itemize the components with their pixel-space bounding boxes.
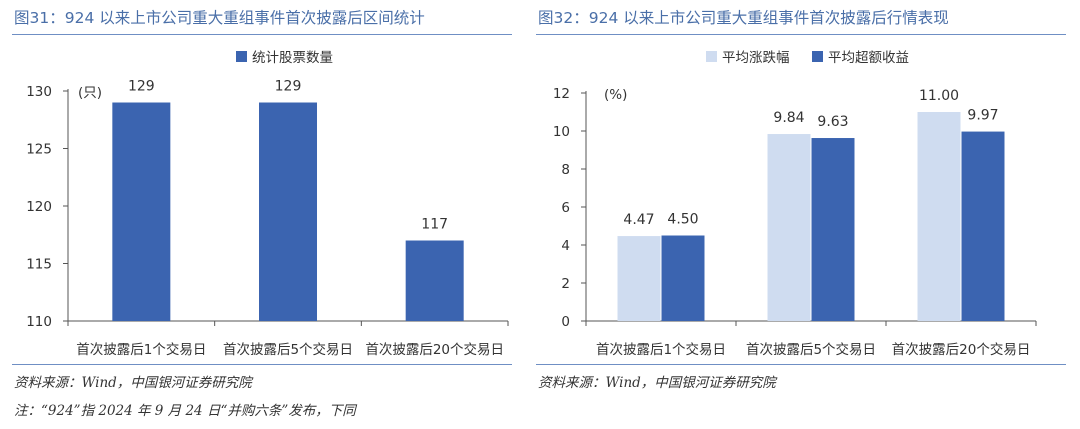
left-source-note: 资料来源：Wind，中国银河证券研究院 xyxy=(14,375,252,391)
left-bar xyxy=(259,102,318,321)
right-bar xyxy=(767,134,811,321)
left-chart-title: 图31：924 以来上市公司重大重组事件首次披露后区间统计 xyxy=(14,9,425,27)
left-bar-value-label: 129 xyxy=(128,79,155,95)
right-y-tick-label: 10 xyxy=(553,124,570,140)
right-x-category-label: 首次披露后20个交易日 xyxy=(892,341,1031,358)
right-bar xyxy=(917,112,961,321)
right-bar-value-label: 4.47 xyxy=(623,212,654,228)
right-title-rule xyxy=(536,34,1066,35)
left-x-category-label: 首次披露后20个交易日 xyxy=(365,341,504,358)
left-y-tick-label: 115 xyxy=(26,257,52,273)
right-legend-label: 平均超额收益 xyxy=(828,50,909,66)
right-bar-value-label: 9.63 xyxy=(817,114,848,130)
right-legend-label: 平均涨跌幅 xyxy=(722,50,790,66)
right-x-category-label: 首次披露后5个交易日 xyxy=(746,341,876,358)
right-x-category-label: 首次披露后1个交易日 xyxy=(596,341,726,358)
right-bar xyxy=(811,138,855,321)
right-unit-label: (%) xyxy=(604,87,627,103)
right-bar xyxy=(961,131,1005,321)
left-x-category-label: 首次披露后1个交易日 xyxy=(76,341,206,358)
footnote: 注：“924”指 2024 年 9 月 24 日“并购六条”发布，下同 xyxy=(14,403,356,419)
right-chart-title: 图32：924 以来上市公司重大重组事件首次披露后行情表现 xyxy=(538,9,949,27)
right-legend-swatch xyxy=(812,51,823,62)
left-y-tick-label: 125 xyxy=(26,142,52,158)
right-y-tick-label: 6 xyxy=(561,200,570,216)
right-bar-value-label: 11.00 xyxy=(919,88,959,104)
left-legend-label: 统计股票数量 xyxy=(252,50,333,66)
left-bottom-rule xyxy=(12,364,512,365)
left-unit-label: (只) xyxy=(78,85,102,101)
right-bar-value-label: 4.50 xyxy=(667,212,698,228)
left-bar xyxy=(405,240,464,321)
left-legend-swatch xyxy=(236,51,247,62)
right-y-tick-label: 12 xyxy=(553,86,570,102)
right-bar xyxy=(661,235,705,321)
right-legend-swatch xyxy=(706,51,717,62)
left-y-tick-label: 110 xyxy=(26,314,52,330)
left-y-tick-label: 120 xyxy=(26,199,52,215)
right-bottom-rule xyxy=(536,364,1066,365)
right-bar xyxy=(617,236,661,321)
left-y-tick-label: 130 xyxy=(26,84,52,100)
left-bar-value-label: 117 xyxy=(421,217,448,233)
right-y-tick-label: 0 xyxy=(561,314,570,330)
right-source-note: 资料来源：Wind，中国银河证券研究院 xyxy=(538,375,776,391)
left-title-rule xyxy=(12,34,512,35)
right-y-tick-label: 4 xyxy=(561,238,570,254)
right-bar-value-label: 9.84 xyxy=(773,110,804,126)
left-bar xyxy=(112,102,171,321)
right-bar-value-label: 9.97 xyxy=(967,108,998,124)
right-y-tick-label: 2 xyxy=(561,276,570,292)
right-y-tick-label: 8 xyxy=(561,162,570,178)
left-bar-value-label: 129 xyxy=(275,79,302,95)
left-x-category-label: 首次披露后5个交易日 xyxy=(223,341,353,358)
